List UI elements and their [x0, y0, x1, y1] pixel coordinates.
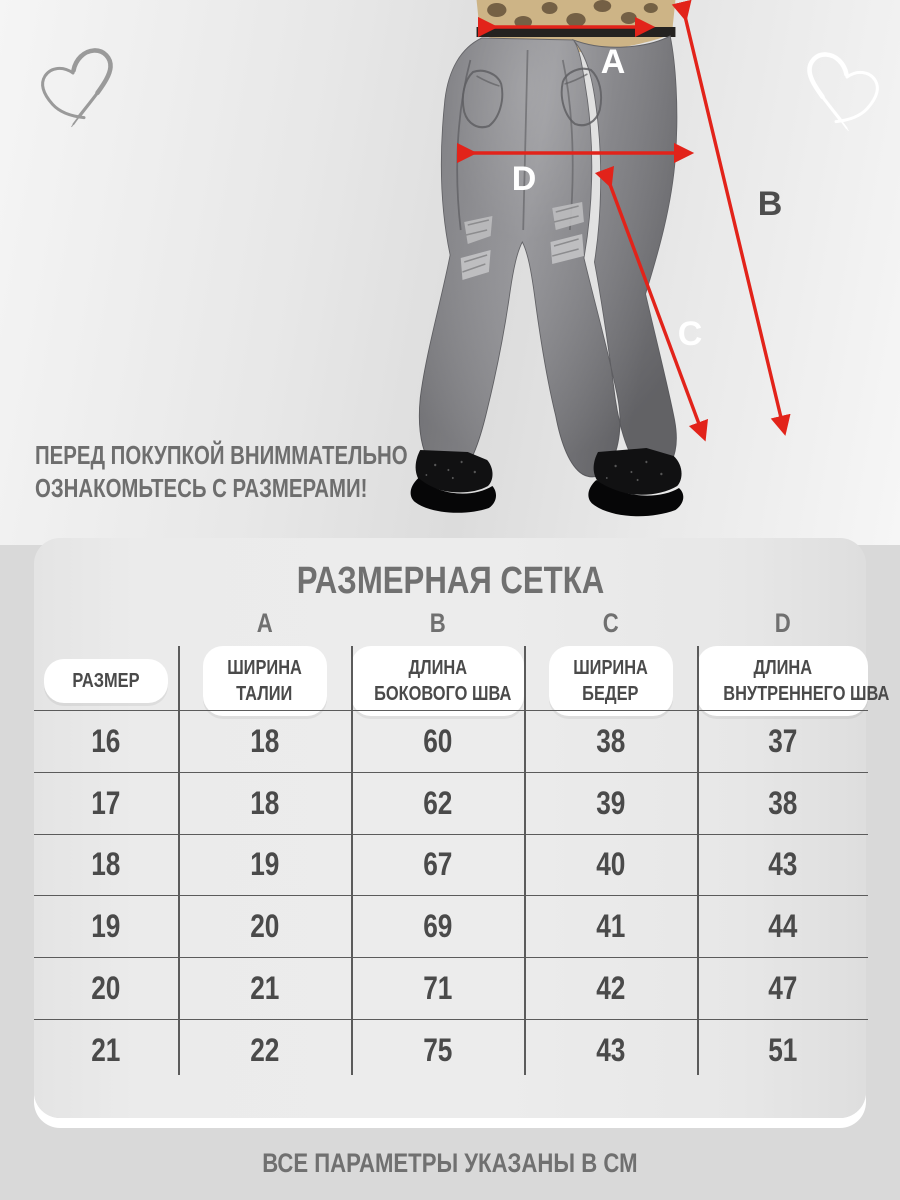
svg-text:D: D — [512, 160, 537, 198]
svg-text:C: C — [678, 315, 703, 353]
svg-text:A: A — [601, 43, 626, 81]
svg-text:B: B — [758, 185, 783, 223]
